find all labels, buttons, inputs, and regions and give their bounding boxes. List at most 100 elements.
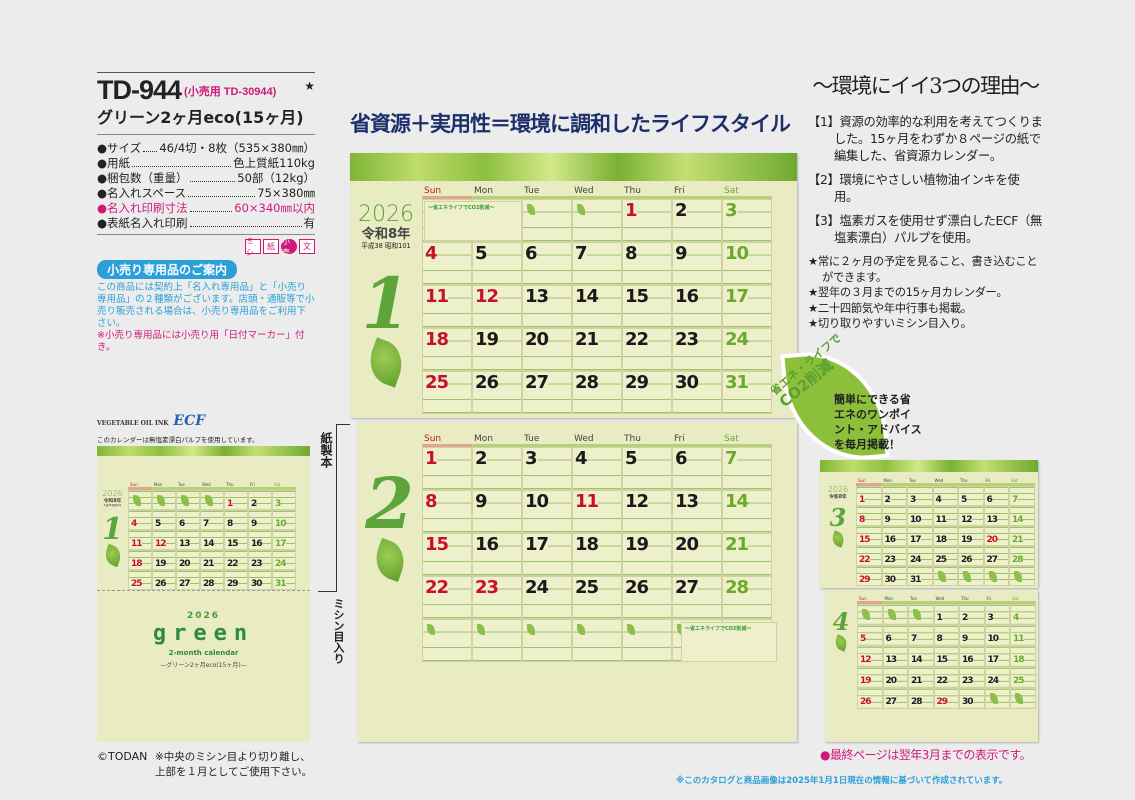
day-cell: 1 [622, 199, 672, 242]
day-cell: 28 [200, 570, 224, 590]
day-number: 2 [673, 200, 687, 221]
day-cell: 7 [200, 510, 224, 530]
leaf-icon [862, 609, 870, 620]
weekday-header: Tue [176, 482, 200, 490]
day-number: 31 [723, 372, 749, 393]
leaf-icon [181, 495, 189, 506]
day-cell: 24 [907, 546, 933, 566]
day-number: 20 [984, 534, 998, 545]
weekday-header: Sun [422, 186, 472, 199]
day-cell: 16 [672, 285, 722, 328]
day-number: 26 [153, 578, 166, 589]
day-number: 31 [273, 578, 286, 589]
day-cell: 26 [958, 546, 984, 566]
day-cell: 5 [152, 510, 176, 530]
day-number: 5 [858, 633, 866, 644]
day-cell: 30 [248, 570, 272, 590]
day-number: 24 [523, 577, 549, 598]
day-number: 22 [225, 558, 238, 569]
day-cell: 27 [983, 546, 1009, 566]
spec-value: 50部（12kg） [237, 171, 315, 185]
day-number: 1 [623, 200, 637, 221]
day-number: 26 [623, 577, 649, 598]
day-cell: 31 [272, 570, 296, 590]
era-sub: 平成38 昭和101 [361, 242, 411, 251]
day-cell: 27 [176, 570, 200, 590]
day-cell: 3 [272, 490, 296, 510]
day-cell: 17 [907, 526, 933, 546]
day-number: 3 [985, 612, 994, 623]
leader-dots [189, 216, 302, 227]
empty-day-cell [932, 566, 958, 586]
day-number: 14 [723, 491, 749, 512]
day-cell: 23 [472, 576, 522, 619]
weekday-header: Mon [472, 186, 522, 199]
spec-row: 表紙名入れ印刷 有 [97, 216, 315, 231]
empty-day-cell [572, 619, 622, 662]
day-number: 9 [882, 514, 891, 525]
day-number: 1 [423, 448, 437, 469]
day-number: 11 [129, 538, 142, 549]
weekday-header: Tue [522, 434, 572, 447]
day-number: 15 [934, 654, 948, 665]
leaf-icon [887, 609, 896, 620]
day-cell: 21 [1009, 526, 1035, 546]
day-cell: 26 [622, 576, 672, 619]
leaf-icon [133, 495, 141, 506]
feature-item: 切り取りやすいミシン目入り。 [808, 316, 1043, 332]
day-cell: 15 [933, 646, 959, 667]
day-cell: 16 [881, 526, 907, 546]
day-number: 26 [959, 554, 972, 565]
day-cell: 12 [622, 490, 672, 533]
leaf-icon [577, 624, 585, 635]
weekday-header: Sun [422, 434, 472, 447]
weekday-header: Mon [882, 596, 908, 604]
day-cell: 29 [933, 688, 959, 709]
day-cell: 22 [933, 667, 959, 688]
day-cell: 9 [248, 510, 272, 530]
day-number: 14 [573, 286, 599, 307]
day-number: 10 [523, 491, 549, 512]
day-cell: 15 [622, 285, 672, 328]
day-number: 12 [623, 491, 649, 512]
day-cell: 20 [983, 526, 1009, 546]
day-number: 23 [882, 554, 896, 565]
day-number: 17 [273, 538, 286, 549]
weekday-header: Thu [622, 434, 672, 447]
leaf-icon [832, 633, 850, 652]
day-cell: 4 [128, 510, 152, 530]
day-cell: 18 [572, 533, 622, 576]
leaf-icon [829, 530, 847, 548]
day-cell: 13 [522, 285, 572, 328]
weekday-header: Tue [522, 186, 572, 199]
arrow-right-icon [336, 424, 350, 425]
star-icon: ★ [304, 79, 315, 93]
weekday-header: Thu [224, 482, 248, 490]
day-number: 22 [934, 675, 948, 686]
leaf-banner [350, 153, 797, 181]
day-number: 9 [960, 633, 968, 644]
day-cell: 30 [959, 688, 985, 709]
calendar-april-thumbnail: 4 Sun Mon Tue Wed Thu Fri Sat 1 2 3 4 5 6 7 8 9 10 11 12 13 1… [825, 590, 1038, 742]
feature-item: 常に２ヶ月の予定を見ること、書き込むことができます。 [808, 254, 1043, 285]
month-numeral: 2 [365, 462, 414, 546]
leaf-icon [205, 495, 213, 506]
day-number: 18 [573, 534, 599, 555]
day-number: 2 [882, 494, 891, 505]
retail-note-marker: ※小売り専用品には小売り用「日付マーカー」付き。 [97, 330, 305, 353]
day-number: 11 [933, 514, 947, 525]
day-number: 30 [673, 372, 699, 393]
spec-value: 60×340㎜以内 [234, 201, 315, 215]
day-cell: 4 [932, 486, 958, 506]
spec-row: 梱包数（重量） 50部（12kg） [97, 171, 315, 186]
era-year: 令和8年 [829, 494, 847, 500]
weekday-header: Wed [933, 596, 959, 604]
day-number: 29 [225, 578, 238, 589]
day-number: 26 [858, 696, 871, 707]
reasons-block: 〜環境にイイ3つの理由〜 【1】資源の効率的な利用を考えてつくりました。15ヶ月… [808, 70, 1043, 332]
day-number: 18 [1011, 654, 1024, 665]
day-cell: 16 [959, 646, 985, 667]
empty-day-cell [128, 490, 152, 510]
calendar-year: 2026 [102, 489, 123, 498]
day-cell: 14 [722, 490, 772, 533]
